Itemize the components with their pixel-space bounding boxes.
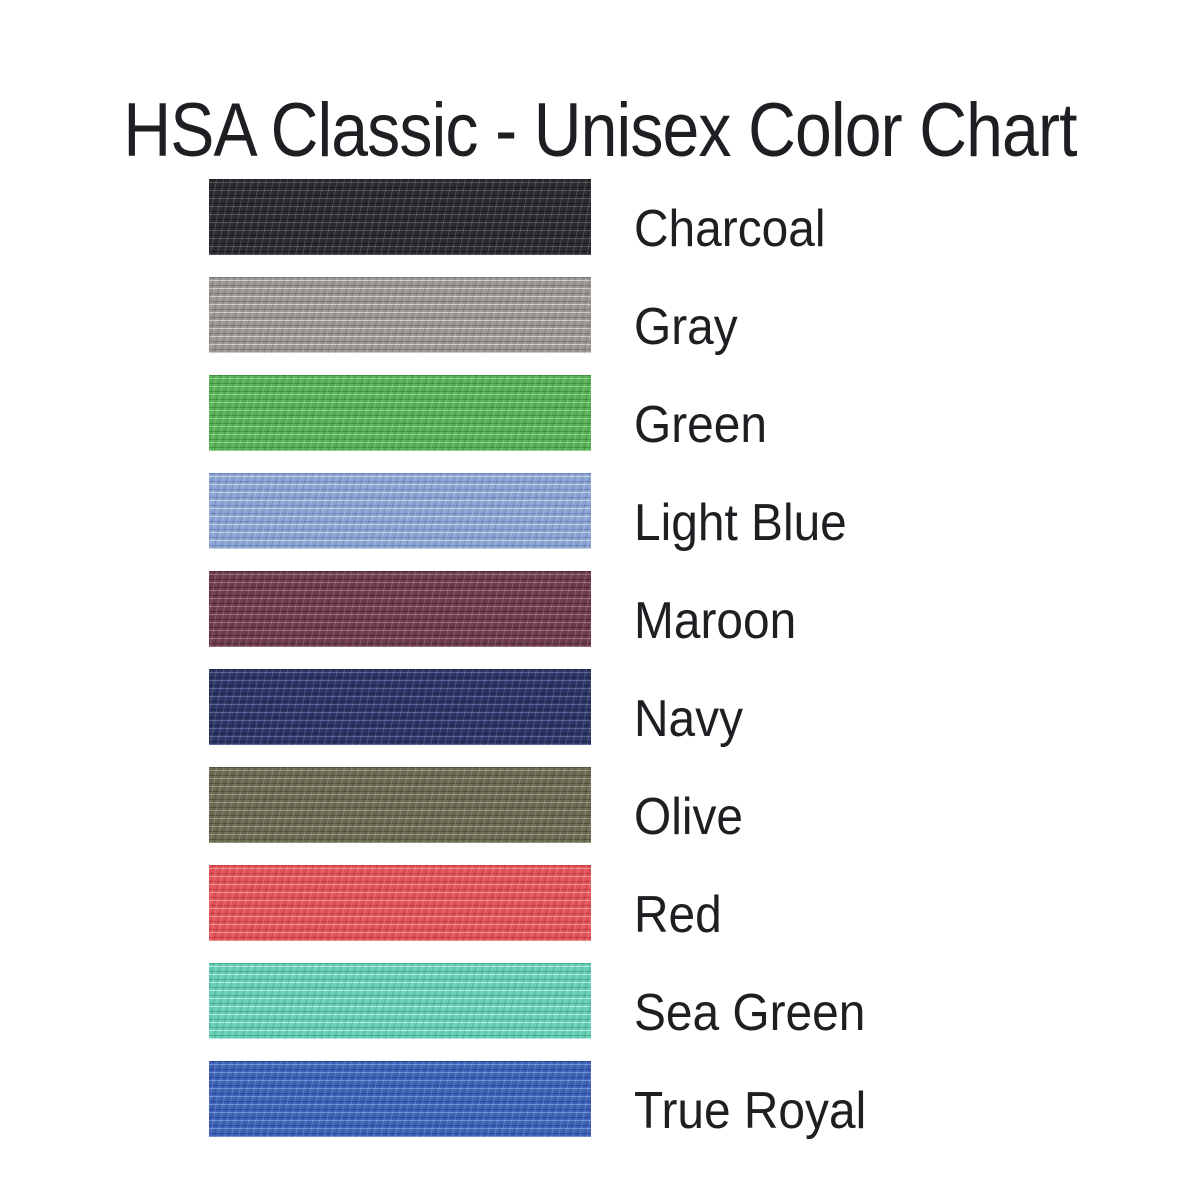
fabric-swatch-red	[209, 865, 591, 941]
swatch-row: Charcoal	[209, 179, 886, 258]
color-label: Gray	[634, 298, 738, 356]
color-label: Red	[634, 886, 722, 944]
color-label: Maroon	[634, 592, 797, 650]
fabric-swatch-maroon	[209, 571, 591, 647]
page-title: HSA Classic - Unisex Color Chart	[123, 87, 1077, 173]
swatch-row: Olive	[209, 767, 886, 846]
fabric-swatch-gray	[209, 277, 591, 353]
fabric-swatch-charcoal	[209, 179, 591, 255]
swatch-row: Gray	[209, 277, 886, 356]
color-label: Charcoal	[634, 200, 826, 258]
fabric-swatch-olive	[209, 767, 591, 843]
swatch-row: True Royal	[209, 1061, 886, 1140]
color-label: True Royal	[634, 1082, 867, 1140]
swatch-row: Navy	[209, 669, 886, 748]
color-label: Green	[634, 396, 767, 454]
color-label: Navy	[634, 690, 744, 748]
fabric-swatch-navy	[209, 669, 591, 745]
color-label: Olive	[634, 788, 744, 846]
swatch-row: Sea Green	[209, 963, 886, 1042]
fabric-swatch-light-blue	[209, 473, 591, 549]
swatch-list: Charcoal Gray Green Light Blue Maroon Na…	[209, 179, 886, 1140]
swatch-row: Red	[209, 865, 886, 944]
color-label: Sea Green	[634, 984, 866, 1042]
swatch-row: Light Blue	[209, 473, 886, 552]
swatch-row: Green	[209, 375, 886, 454]
fabric-swatch-green	[209, 375, 591, 451]
swatch-row: Maroon	[209, 571, 886, 650]
fabric-swatch-sea-green	[209, 963, 591, 1039]
color-label: Light Blue	[634, 494, 847, 552]
fabric-swatch-true-royal	[209, 1061, 591, 1137]
